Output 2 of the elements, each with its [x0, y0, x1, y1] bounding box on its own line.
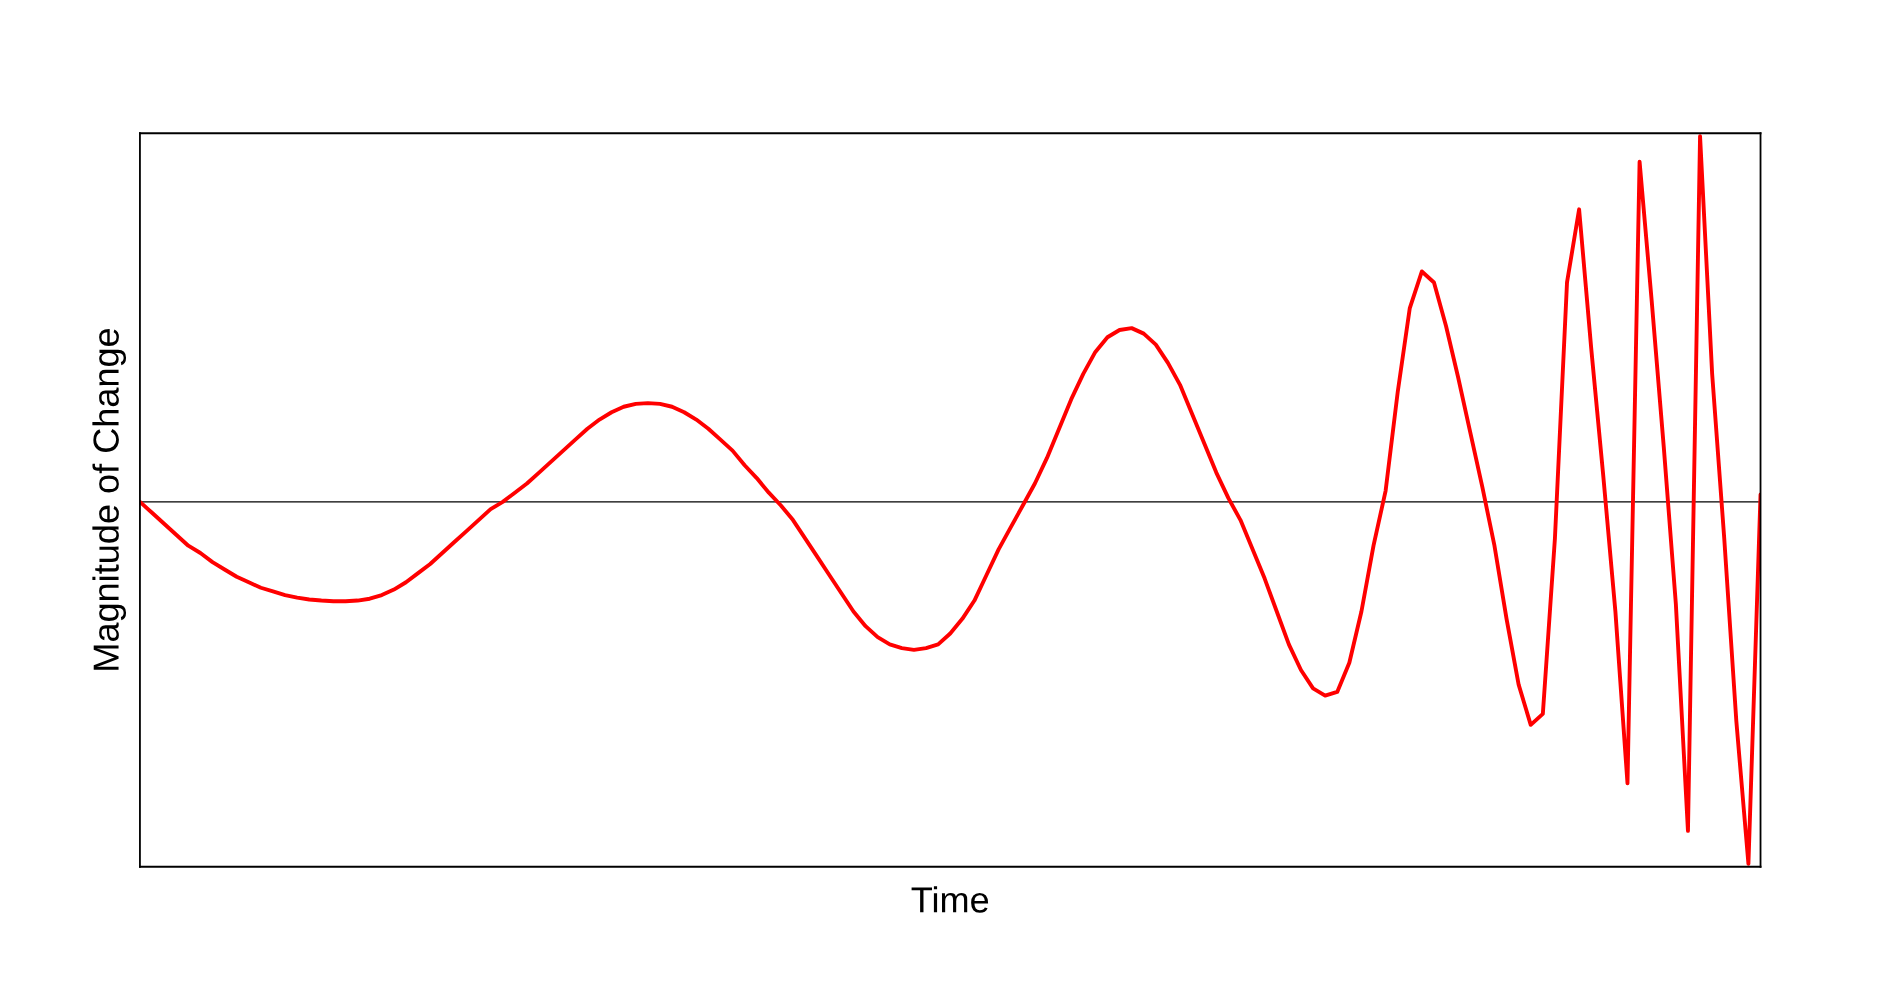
y-axis-title: Magnitude of Change — [92, 328, 127, 670]
x-axis-title: Time — [911, 886, 989, 913]
